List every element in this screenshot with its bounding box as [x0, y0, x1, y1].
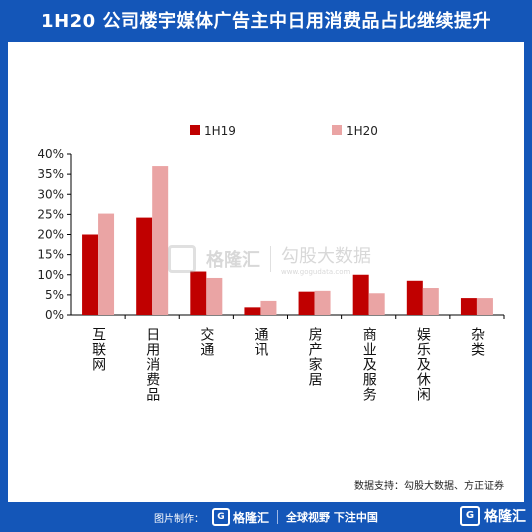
bar-1H20	[98, 213, 115, 315]
footer-slogan: 全球视野 下注中国	[286, 511, 378, 524]
y-tick-label: 10%	[37, 268, 64, 282]
legend-label: 1H19	[204, 124, 236, 138]
bar-1H20	[206, 277, 223, 315]
y-tick-label: 25%	[37, 207, 64, 221]
y-tick-label: 40%	[37, 147, 64, 161]
footer-brand: 格隆汇	[233, 510, 270, 525]
legend-label: 1H20	[346, 124, 378, 138]
x-tick-label: 日用消费品	[144, 327, 160, 402]
source-note: 数据支持：勾股大数据、方正证券	[354, 481, 504, 492]
bar-1H20	[476, 298, 493, 315]
bar-1H19	[298, 291, 315, 315]
bar-1H19	[352, 274, 369, 315]
footer-brand-logo: G 格隆汇	[212, 508, 269, 526]
x-tick-label: 通讯	[252, 327, 268, 357]
y-tick-label: 0%	[45, 308, 64, 322]
chart-panel: 0% 5% 10% 15% 20% 25% 30% 35% 40% 互联网 日用消费品 交通 通讯 房产家…	[8, 42, 524, 502]
bar-1H20	[314, 290, 331, 315]
y-tick-label: 30%	[37, 187, 64, 201]
footer-bar: 图片制作： G 格隆汇 全球视野 下注中国 G 格隆汇	[0, 502, 532, 532]
bar-1H19	[136, 217, 153, 315]
bar-1H20	[368, 293, 385, 315]
x-tick-label: 房产家居	[307, 327, 323, 387]
legend-swatch	[190, 125, 200, 135]
footer-made-label: 图片制作：	[154, 513, 204, 525]
bar-1H20	[260, 300, 277, 315]
bar-1H20	[152, 166, 169, 315]
bar-chart: 0% 5% 10% 15% 20% 25% 30% 35% 40% 互联网 日用消费品 交通 通讯 房产家…	[37, 124, 505, 402]
title-bar: 1H20 公司楼宇媒体广告主中日用消费品占比继续提升	[0, 0, 532, 40]
legend-swatch	[332, 125, 342, 135]
chart-title: 1H20 公司楼宇媒体广告主中日用消费品占比继续提升	[41, 11, 491, 32]
bar-1H19	[244, 307, 261, 315]
y-tick-label: 15%	[37, 248, 64, 262]
x-tick-label: 互联网	[90, 327, 106, 372]
corner-brand: 格隆汇	[484, 509, 526, 525]
x-tick-label: 杂类	[469, 327, 485, 357]
bar-1H19	[406, 280, 423, 315]
x-tick-label: 交通	[198, 326, 214, 357]
x-tick-label: 娱乐及休闲	[415, 327, 431, 402]
x-tick-label: 商业及服务	[361, 327, 377, 402]
y-tick-label: 20%	[37, 228, 64, 242]
brand-logo-icon: G	[212, 508, 230, 526]
footer-credits: 图片制作： G 格隆汇 全球视野 下注中国	[154, 502, 378, 532]
brand-logo-icon: G	[460, 506, 480, 526]
bar-1H19	[82, 234, 99, 315]
y-tick-label: 5%	[45, 288, 64, 302]
corner-brand-logo: G 格隆汇	[460, 506, 526, 526]
bar-1H19	[190, 271, 207, 315]
bar-1H19	[460, 298, 477, 315]
bar-1H20	[422, 288, 439, 315]
y-tick-label: 35%	[37, 167, 64, 181]
footer-divider	[277, 510, 279, 524]
